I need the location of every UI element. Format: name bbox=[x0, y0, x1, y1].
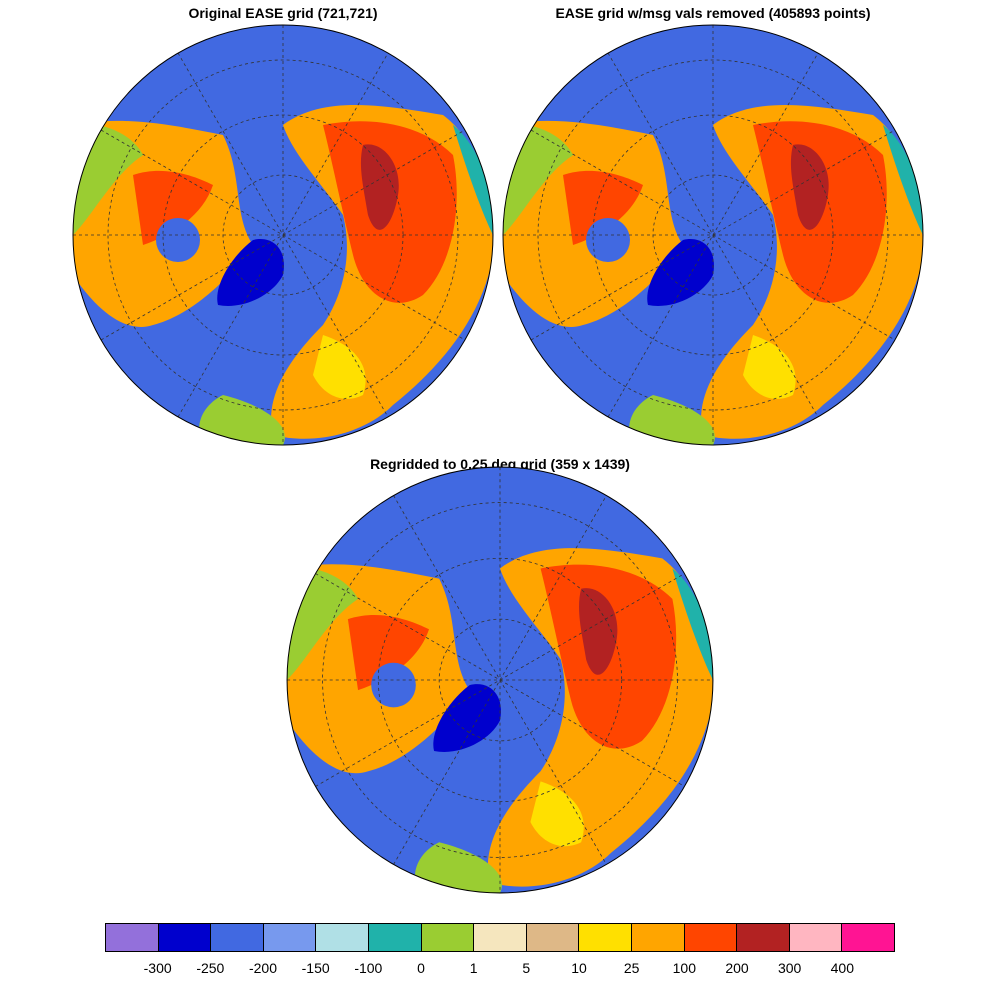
colorbar-swatch bbox=[631, 924, 685, 951]
colorbar-label: -200 bbox=[248, 960, 278, 976]
colorbar-label: -250 bbox=[196, 960, 225, 976]
colorbar-swatch bbox=[737, 924, 790, 951]
map-msg-vals-removed bbox=[503, 25, 923, 445]
colorbar-label: 5 bbox=[522, 960, 531, 976]
panel-title-msg-removed: EASE grid w/msg vals removed (405893 poi… bbox=[555, 5, 871, 21]
panel-title-regridded: Regridded to 0.25 deg grid (359 x 1439) bbox=[370, 456, 630, 472]
colorbar-label: 1 bbox=[469, 960, 478, 976]
panel-title-original: Original EASE grid (721,721) bbox=[188, 5, 378, 21]
colorbar-swatch bbox=[368, 924, 422, 951]
colorbar-label: 200 bbox=[725, 960, 749, 976]
colorbar-label: 0 bbox=[417, 960, 425, 976]
colorbar-label: 10 bbox=[571, 960, 587, 976]
colorbar-swatch bbox=[579, 924, 632, 951]
colorbar-swatch bbox=[211, 924, 264, 951]
colorbar-swatch bbox=[842, 924, 894, 951]
colorbar-swatch bbox=[316, 924, 369, 951]
colorbar-label: 300 bbox=[777, 960, 802, 976]
colorbar-swatch bbox=[158, 924, 212, 951]
colorbar-swatch bbox=[263, 924, 317, 951]
colorbar-label: 400 bbox=[830, 960, 855, 976]
colorbar-label: 100 bbox=[672, 960, 697, 976]
colorbar-label: -300 bbox=[143, 960, 172, 976]
colorbar-label: -150 bbox=[301, 960, 330, 976]
map-regridded bbox=[287, 467, 713, 893]
colorbar-swatch bbox=[421, 924, 475, 951]
colorbar-swatch bbox=[684, 924, 738, 951]
colorbar-label: 25 bbox=[623, 960, 640, 976]
colorbar-swatch bbox=[106, 924, 159, 951]
colorbar bbox=[105, 923, 895, 952]
map-original-ease-grid bbox=[73, 25, 493, 445]
colorbar-label: -100 bbox=[354, 960, 383, 976]
colorbar-swatch bbox=[526, 924, 580, 951]
colorbar-swatch bbox=[789, 924, 843, 951]
colorbar-swatch bbox=[474, 924, 527, 951]
